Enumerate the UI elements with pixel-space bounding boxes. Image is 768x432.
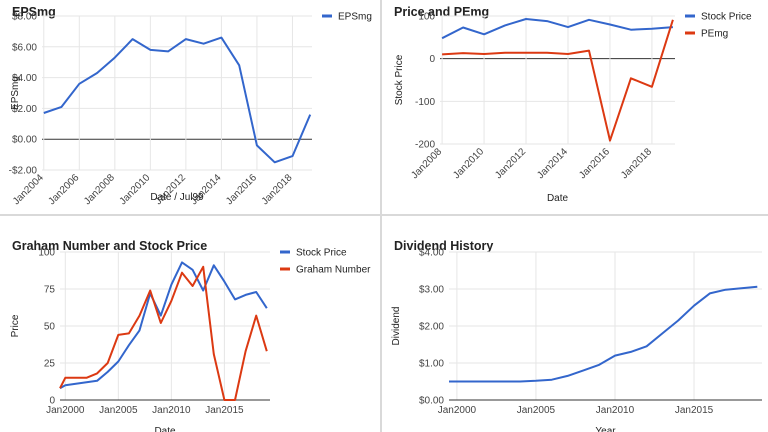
x-tick-label: Jan2000 xyxy=(46,405,85,416)
x-tick-label: Jan2015 xyxy=(675,405,714,416)
series-line-2 xyxy=(59,265,268,401)
y-tick-label: 0 xyxy=(429,54,435,65)
legend-label: EPSmg xyxy=(338,12,372,23)
eps-chart-panel: EPSmg $8.00 $6.00 $4.00 $2.00 $0.00 -$2.00 Jan2… xyxy=(0,0,380,214)
x-tick-label: Jan2008 xyxy=(82,172,117,207)
x-tick-label: Jan2005 xyxy=(99,405,138,416)
x-tick-label: Jan2014 xyxy=(535,146,570,181)
y-axis-title: Stock Price xyxy=(394,54,405,105)
y-tick-label: $1.00 xyxy=(419,359,444,370)
dividend-chart: Dividend History$4.00 $3.00 $2.00 $1.00 $0.0… xyxy=(391,239,762,432)
x-tick-label: Jan2008 xyxy=(409,146,444,181)
y-tick-label: $2.00 xyxy=(419,322,444,333)
x-tick-label: Jan2016 xyxy=(577,146,612,181)
graham-chart-panel: Graham Number and Stock Price 100 75 50 25 0 J… xyxy=(0,216,380,432)
y-tick-label: $4.00 xyxy=(419,248,444,259)
x-axis-title: Date xyxy=(154,426,176,432)
legend-label: Stock Price xyxy=(296,248,347,259)
eps-chart: EPSmg$8.00$6.00$4.00$2.00$0.00-$2.00Jan2… xyxy=(9,5,372,207)
y-tick-label: 0 xyxy=(49,396,55,407)
legend-label: Graham Number xyxy=(296,265,371,276)
series-line-1 xyxy=(449,285,758,383)
y-tick-label: 100 xyxy=(38,248,55,259)
y-tick-label: $6.00 xyxy=(12,42,37,53)
series-line-1 xyxy=(441,18,673,40)
y-tick-label: $2.00 xyxy=(12,104,37,115)
x-tick-label: Jan2016 xyxy=(224,172,259,207)
x-tick-label: Jan2005 xyxy=(517,405,556,416)
y-tick-label: 100 xyxy=(418,12,435,23)
price-pe-chart-panel: Price and PEmg 100 0 -100 -200 Jan2008 Jan2010… xyxy=(382,0,768,214)
x-axis-title: Year xyxy=(595,426,616,432)
dividend-chart-panel: Dividend History $4.00 $3.00 $2.00 $1.00 $0.0… xyxy=(382,216,768,432)
x-axis-title: Date / Jul99 xyxy=(150,192,204,203)
legend-label: PEmg xyxy=(701,29,728,40)
x-tick-label: Jan2010 xyxy=(152,405,191,416)
x-tick-label: Jan2012 xyxy=(493,146,528,181)
chart-title: Dividend History xyxy=(394,239,493,253)
y-tick-label: $0.00 xyxy=(419,396,444,407)
legend-label: Stock Price xyxy=(701,12,752,23)
y-axis-title: EPSmg xyxy=(10,76,21,110)
y-tick-label: -100 xyxy=(415,97,435,108)
x-tick-label: Jan2010 xyxy=(118,172,153,207)
y-tick-label: 50 xyxy=(44,322,56,333)
chart-title: Graham Number and Stock Price xyxy=(12,239,207,253)
y-tick-label: $0.00 xyxy=(12,135,37,146)
y-axis-title: Price xyxy=(10,314,21,337)
x-tick-label: Jan2000 xyxy=(438,405,477,416)
x-tick-label: Jan2018 xyxy=(260,172,295,207)
x-tick-label: Jan2010 xyxy=(451,146,486,181)
graham-chart: Graham Number and Stock Price1007550250J… xyxy=(10,239,371,432)
x-tick-label: Jan2010 xyxy=(596,405,635,416)
x-tick-label: Jan2006 xyxy=(47,172,82,207)
y-tick-label: 25 xyxy=(44,359,56,370)
y-tick-label: $8.00 xyxy=(12,12,37,23)
y-tick-label: $4.00 xyxy=(12,73,37,84)
y-tick-label: -$2.00 xyxy=(9,166,38,177)
series-line-1 xyxy=(59,261,268,390)
y-tick-label: -200 xyxy=(415,140,435,151)
x-tick-label: Jan2015 xyxy=(205,405,244,416)
series-line-2 xyxy=(442,19,674,142)
x-tick-label: Jan2018 xyxy=(619,146,654,181)
y-axis-title: Dividend xyxy=(391,307,402,346)
y-tick-label: $3.00 xyxy=(419,285,444,296)
x-tick-label: Jan2004 xyxy=(11,172,46,207)
x-axis-title: Date xyxy=(547,193,569,204)
y-tick-label: 75 xyxy=(44,285,56,296)
chart-title: Price and PEmg xyxy=(394,5,489,19)
series-line-1 xyxy=(43,36,312,164)
